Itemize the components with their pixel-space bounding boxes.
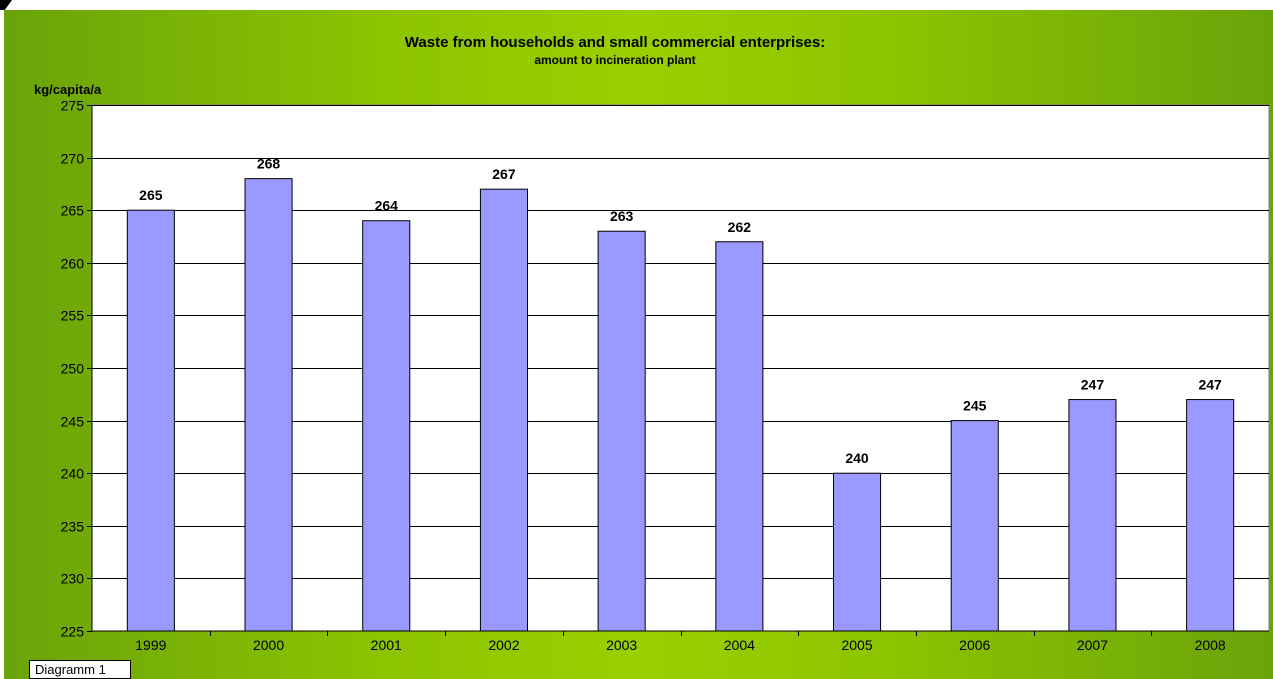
- data-label-2002: 267: [492, 166, 516, 182]
- y-axis-label: kg/capita/a: [34, 82, 102, 97]
- y-tick-label: 230: [61, 571, 85, 587]
- y-tick-label: 265: [61, 203, 85, 219]
- bar-2002[interactable]: [479, 188, 528, 632]
- y-tick-label: 260: [61, 256, 85, 272]
- bar-2008[interactable]: [1186, 399, 1235, 632]
- data-label-2001: 264: [375, 198, 399, 214]
- y-tick-label: 225: [61, 624, 85, 640]
- x-tick-label-2008: 2008: [1195, 637, 1226, 653]
- data-label-2000: 268: [257, 156, 281, 172]
- y-tick-label: 255: [61, 308, 85, 324]
- bar-2007[interactable]: [1068, 399, 1117, 632]
- y-tick-label: 270: [61, 151, 85, 167]
- bar-2005[interactable]: [833, 472, 882, 632]
- bars: 265 268 264 267 263 262 240 245 247 247: [126, 156, 1235, 632]
- x-tick-label-2005: 2005: [841, 637, 872, 653]
- bar-2006[interactable]: [950, 420, 999, 632]
- bar-2003[interactable]: [597, 230, 646, 632]
- bar-1999[interactable]: [126, 209, 175, 632]
- chart-title: Waste from households and small commerci…: [405, 34, 825, 51]
- data-label-2004: 262: [728, 219, 752, 235]
- x-tick-label-1999: 1999: [135, 637, 166, 653]
- data-label-2006: 245: [963, 398, 987, 414]
- x-tick-label-2007: 2007: [1077, 637, 1108, 653]
- bar-2001[interactable]: [362, 220, 411, 632]
- x-tick-label-2006: 2006: [959, 637, 990, 653]
- y-tick-label: 245: [61, 414, 85, 430]
- y-axis-ticks: 225 230 235 240 245 250 255 260 265 270 275: [61, 98, 92, 640]
- y-tick-label: 240: [61, 466, 85, 482]
- y-tick-label: 235: [61, 519, 85, 535]
- data-label-1999: 265: [139, 187, 163, 203]
- x-axis-ticks: 1999 2000 2001 2002 2003 2004 2005 2006 2007 2008: [135, 631, 1226, 653]
- x-tick-label-2001: 2001: [371, 637, 402, 653]
- x-tick-label-2004: 2004: [724, 637, 755, 653]
- chart-subtitle: amount to incineration plant: [534, 53, 695, 67]
- data-label-2005: 240: [845, 450, 869, 466]
- x-tick-label-2003: 2003: [606, 637, 637, 653]
- bar-chart: Waste from households and small commerci…: [34, 34, 1270, 653]
- bar-2004[interactable]: [715, 241, 764, 632]
- data-label-2007: 247: [1081, 377, 1105, 393]
- x-tick-label-2000: 2000: [253, 637, 284, 653]
- y-tick-label: 275: [61, 98, 85, 114]
- sheet-tab[interactable]: Diagramm 1: [29, 660, 131, 679]
- x-tick-label-2002: 2002: [488, 637, 519, 653]
- bar-2000[interactable]: [244, 178, 293, 632]
- data-label-2008: 247: [1198, 377, 1222, 393]
- data-label-2003: 263: [610, 208, 634, 224]
- chart-area[interactable]: Waste from households and small commerci…: [4, 10, 1273, 679]
- y-tick-label: 250: [61, 361, 85, 377]
- cell-corner-mark: [0, 0, 12, 10]
